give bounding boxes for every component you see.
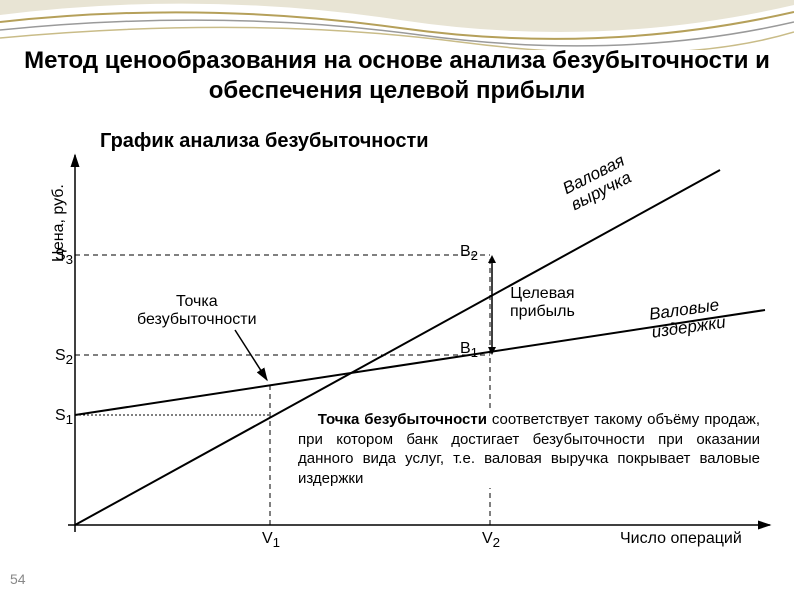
- page-number: 54: [10, 571, 26, 587]
- bep-label: Точка безубыточности: [137, 293, 257, 330]
- breakeven-chart: [0, 0, 794, 595]
- label-B2: B2: [460, 243, 478, 263]
- label-S3: S3: [55, 247, 73, 267]
- explanation-text: Точка безубыточности соответствует таком…: [298, 410, 760, 488]
- target-profit-label: Целевая прибыль: [510, 285, 575, 322]
- label-V2: V2: [482, 530, 500, 550]
- label-B1: B1: [460, 340, 478, 360]
- label-S2: S2: [55, 347, 73, 367]
- label-V1: V1: [262, 530, 280, 550]
- label-S1: S1: [55, 407, 73, 427]
- x-axis-label: Число операций: [620, 530, 742, 548]
